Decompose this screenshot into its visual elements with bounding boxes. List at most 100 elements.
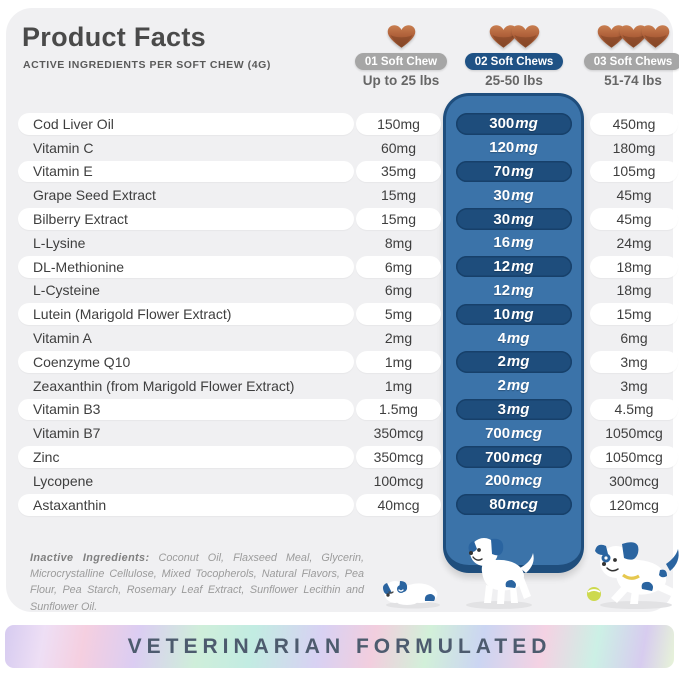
dose-medium-unit: mg [511, 210, 534, 228]
serving-badge-highlighted: 02 Soft Chews [464, 53, 564, 70]
dose-large-value: 300mcg [609, 472, 659, 489]
dose-medium-pill: 80 mcg [455, 493, 572, 516]
dose-large-value: 1050mcg [590, 446, 678, 468]
ingredient-name: Vitamin B7 [33, 425, 101, 442]
dose-small-value: 350mcg [373, 425, 424, 442]
ingredient-name: Vitamin E [18, 160, 354, 183]
dose-small-value: 35mg [356, 160, 441, 183]
dose-medium-number: 12 [493, 258, 511, 276]
chew-icons-group [346, 18, 456, 50]
chew-icons-group [578, 18, 679, 50]
dose-medium-cell: 200 mcg [443, 469, 584, 493]
table-row: Coenzyme Q10 1mg 2 mg 3mg [6, 350, 679, 374]
dose-large-value: 15mg [590, 303, 678, 326]
dose-small-value: 100mcg [373, 472, 424, 489]
dose-medium-unit: mg [506, 377, 530, 395]
ingredient-name: L-Cysteine [33, 282, 100, 299]
dose-medium-cell: 70 mg [443, 160, 584, 184]
dose-large-value: 6mg [620, 330, 648, 347]
serving-column-small: 01 Soft Chew Up to 25 lbs [346, 18, 456, 88]
ingredient-name: Grape Seed Extract [33, 187, 156, 204]
dose-medium-pill: 16 mg [456, 232, 572, 254]
serving-badge: 01 Soft Chew [354, 53, 448, 70]
table-row: Zinc 350mcg 700 mcg 1050mcg [6, 445, 679, 469]
ingredients-table-body: Cod Liver Oil 150mg 300 mg 450mg Vitamin C 60m… [6, 112, 679, 517]
ingredient-name: Zinc [18, 446, 354, 468]
dose-large-value: 45mg [590, 208, 678, 230]
table-row: L-Lysine 8mg 16 mg 24mg [6, 231, 679, 255]
dose-medium-unit: mcg [511, 448, 542, 466]
dose-large-value: 18mg [616, 282, 652, 299]
table-row: Lutein (Marigold Flower Extract) 5mg 10 mg 1… [6, 302, 679, 326]
dose-medium-pill: 200 mcg [456, 470, 572, 492]
dose-medium-pill: 3 mg [455, 398, 572, 421]
ingredient-name: Zeaxanthin (from Marigold Flower Extract… [33, 377, 295, 394]
table-row: Astaxanthin 40mcg 80 mcg 120mcg [6, 493, 679, 517]
dose-large-value: 105mg [590, 160, 678, 183]
serving-badge: 03 Soft Chews [583, 53, 679, 70]
dose-medium-pill: 70 mg [455, 160, 572, 183]
dose-medium-cell: 3 mg [443, 398, 584, 422]
dose-small-value: 8mg [384, 234, 413, 251]
dose-medium-pill: 30 mg [456, 185, 572, 207]
dose-medium-pill: 2 mg [455, 351, 572, 373]
dose-large-value: 3mg [620, 377, 648, 394]
dose-medium-cell: 2 mg [443, 374, 584, 398]
table-row: Vitamin E 35mg 70 mg 105mg [6, 160, 679, 184]
dose-small-value: 2mg [384, 330, 413, 347]
dose-small-value: 350mcg [356, 446, 441, 468]
table-row: L-Cysteine 6mg 12 mg 18mg [6, 279, 679, 303]
soft-chew-icon [641, 25, 669, 48]
dose-large-value: 1050mcg [605, 425, 663, 442]
ingredient-name: Lycopene [33, 472, 94, 489]
dose-medium-cell: 10 mg [443, 302, 584, 326]
dose-medium-cell: 80 mcg [443, 493, 584, 517]
dose-medium-pill: 700 mcg [455, 446, 572, 468]
soft-chew-icon [619, 25, 647, 48]
dose-small-value: 40mcg [356, 493, 441, 516]
dose-medium-cell: 120 mg [443, 136, 584, 160]
page-subtitle: ACTIVE INGREDIENTS PER SOFT CHEW (4G) [23, 59, 271, 71]
dose-medium-cell: 12 mg [443, 279, 584, 303]
dose-medium-cell: 300 mg [443, 112, 584, 136]
soft-chew-icon [489, 25, 517, 48]
ingredient-name: Astaxanthin [18, 493, 354, 516]
ingredient-name: Lutein (Marigold Flower Extract) [18, 303, 354, 326]
soft-chew-icon [597, 25, 625, 48]
dose-large-value: 450mg [590, 113, 678, 135]
dose-medium-unit: mg [511, 281, 534, 299]
dose-medium-cell: 4 mg [443, 326, 584, 350]
ingredient-name: DL-Methionine [18, 255, 354, 278]
serving-column-large: 03 Soft Chews 51-74 lbs [578, 18, 679, 88]
soft-chew-icon [511, 25, 539, 48]
dose-medium-unit: mg [506, 400, 530, 418]
weight-range-label: 25-50 lbs [485, 73, 543, 88]
dose-large-value: 18mg [590, 255, 678, 278]
dose-medium-number: 300 [489, 115, 515, 133]
dose-medium-unit: mg [515, 139, 538, 157]
dose-medium-unit: mg [511, 258, 534, 276]
dose-medium-number: 12 [493, 281, 511, 299]
dose-large-value: 120mcg [590, 493, 678, 516]
page-title: Product Facts [22, 22, 206, 52]
dose-medium-cell: 16 mg [443, 231, 584, 255]
dose-medium-cell: 2 mg [443, 350, 584, 374]
soft-chew-icon [387, 25, 415, 48]
dose-small-value: 1mg [384, 377, 413, 394]
table-row: Zeaxanthin (from Marigold Flower Extract… [6, 374, 679, 398]
dose-small-value: 1mg [356, 350, 441, 373]
dose-medium-number: 30 [493, 186, 511, 204]
dose-medium-cell: 30 mg [443, 183, 584, 207]
dose-medium-pill: 300 mg [455, 113, 572, 135]
dose-small-value: 6mg [356, 255, 441, 278]
dose-medium-unit: mg [511, 186, 534, 204]
dose-medium-pill: 4 mg [456, 327, 572, 349]
weight-range-label: Up to 25 lbs [362, 73, 440, 88]
dose-medium-number: 4 [497, 329, 506, 347]
dose-medium-unit: mg [506, 353, 530, 371]
ingredient-name: Vitamin B3 [18, 398, 354, 421]
table-row: DL-Methionine 6mg 12 mg 18mg [6, 255, 679, 279]
ingredient-name: Cod Liver Oil [18, 113, 354, 135]
dose-medium-cell: 12 mg [443, 255, 584, 279]
dose-medium-number: 2 [497, 377, 506, 395]
